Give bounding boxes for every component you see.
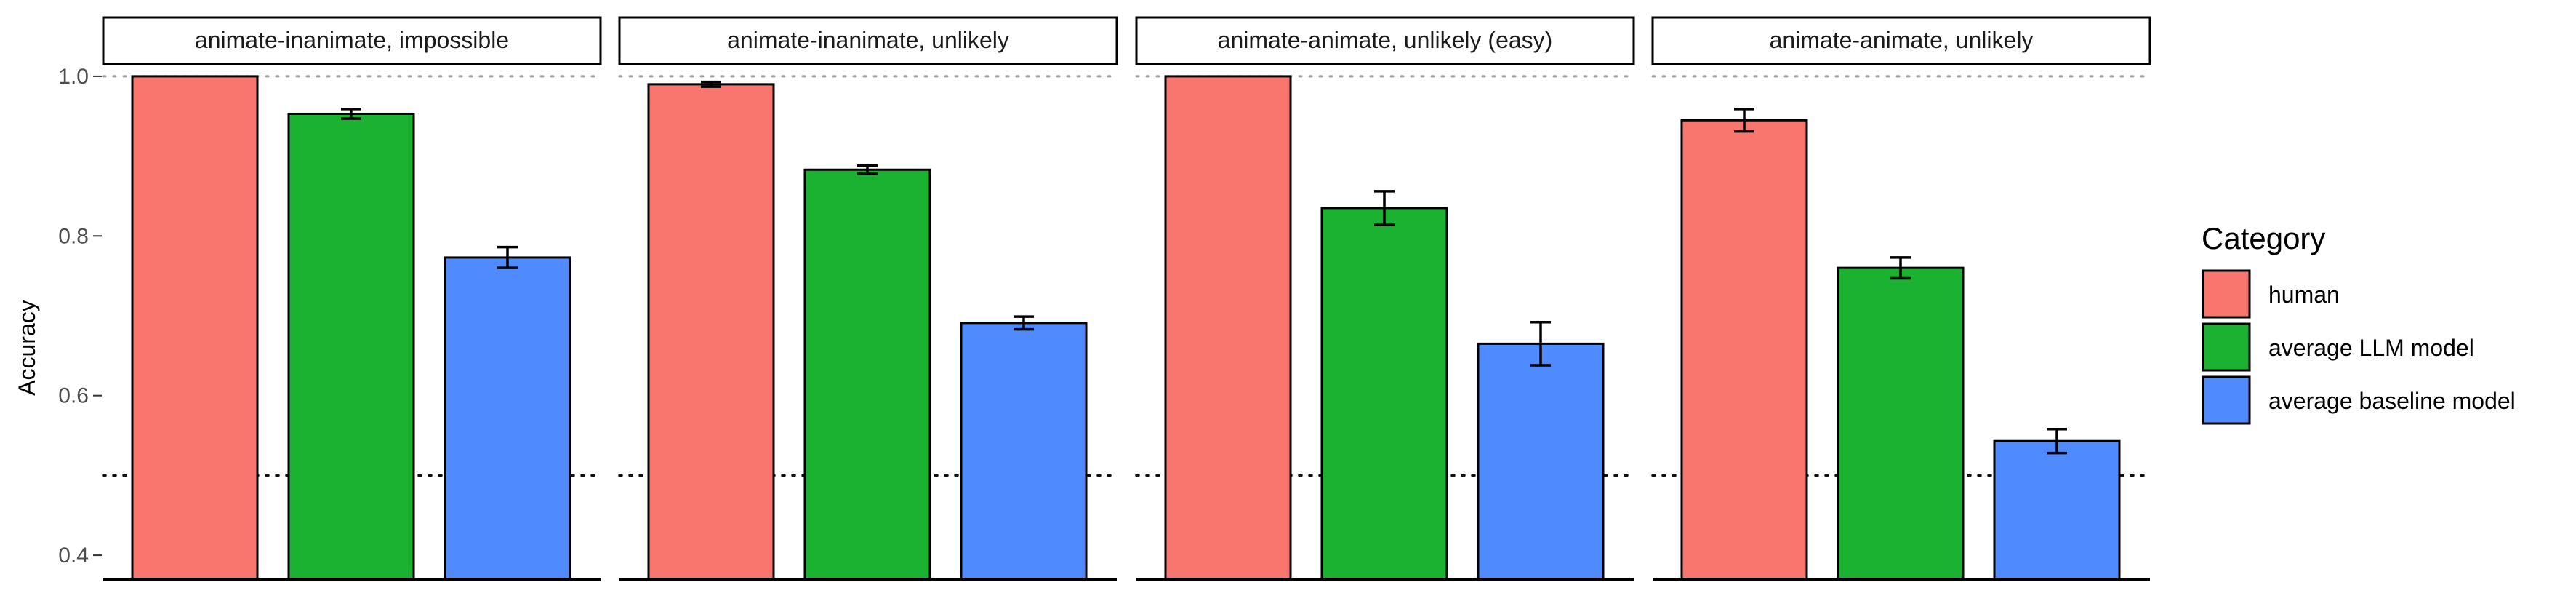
y-axis: Accuracy 0.4 0.6 0.8 1.0 bbox=[14, 65, 102, 568]
bar-average-llm-model bbox=[803, 168, 931, 581]
legend-key bbox=[2202, 375, 2251, 425]
bar-average-llm-model bbox=[1837, 266, 1965, 581]
bar-average-baseline-model bbox=[1993, 439, 2121, 581]
legend-key bbox=[2202, 322, 2251, 372]
facet-strip bbox=[102, 16, 602, 65]
bar-average-baseline-model bbox=[960, 322, 1088, 581]
y-tick-label: 0.4 bbox=[58, 544, 89, 568]
facet-panel: animate-animate, unlikely bbox=[1651, 16, 2151, 581]
legend-label: average LLM model bbox=[2268, 335, 2474, 361]
bar-human bbox=[647, 83, 775, 581]
y-tick-label: 0.8 bbox=[58, 224, 89, 248]
bar-human bbox=[1680, 119, 1808, 581]
bar-average-llm-model bbox=[1320, 207, 1448, 581]
bar-average-baseline-model bbox=[1477, 342, 1605, 581]
facet-title: animate-animate, unlikely bbox=[1770, 27, 2034, 53]
bar-human bbox=[1164, 75, 1292, 581]
plot-area: animate-inanimate, impossible animate-ina… bbox=[102, 16, 2151, 581]
facet-strip bbox=[618, 16, 1118, 65]
facet-panel: animate-animate, unlikely (easy) bbox=[1135, 16, 1635, 581]
facet-strip bbox=[1651, 16, 2151, 65]
bar-human bbox=[131, 75, 259, 581]
y-tick-label: 1.0 bbox=[58, 65, 89, 89]
legend-title: Category bbox=[2202, 221, 2325, 255]
legend: Category human average LLM model average b… bbox=[2202, 221, 2516, 425]
y-axis-title: Accuracy bbox=[14, 300, 40, 396]
facet-title: animate-inanimate, unlikely bbox=[727, 27, 1009, 53]
facet-title: animate-animate, unlikely (easy) bbox=[1218, 27, 1553, 53]
bar-average-llm-model bbox=[287, 112, 415, 581]
facet-panel: animate-inanimate, impossible bbox=[102, 16, 602, 581]
bar-average-baseline-model bbox=[444, 256, 571, 581]
facet-panel: animate-inanimate, unlikely bbox=[618, 16, 1118, 581]
facet-title: animate-inanimate, impossible bbox=[195, 27, 509, 53]
legend-label: human bbox=[2268, 282, 2340, 308]
legend-key bbox=[2202, 269, 2251, 319]
legend-label: average baseline model bbox=[2268, 388, 2516, 414]
y-tick-label: 0.6 bbox=[58, 384, 89, 408]
facet-strip bbox=[1135, 16, 1635, 65]
